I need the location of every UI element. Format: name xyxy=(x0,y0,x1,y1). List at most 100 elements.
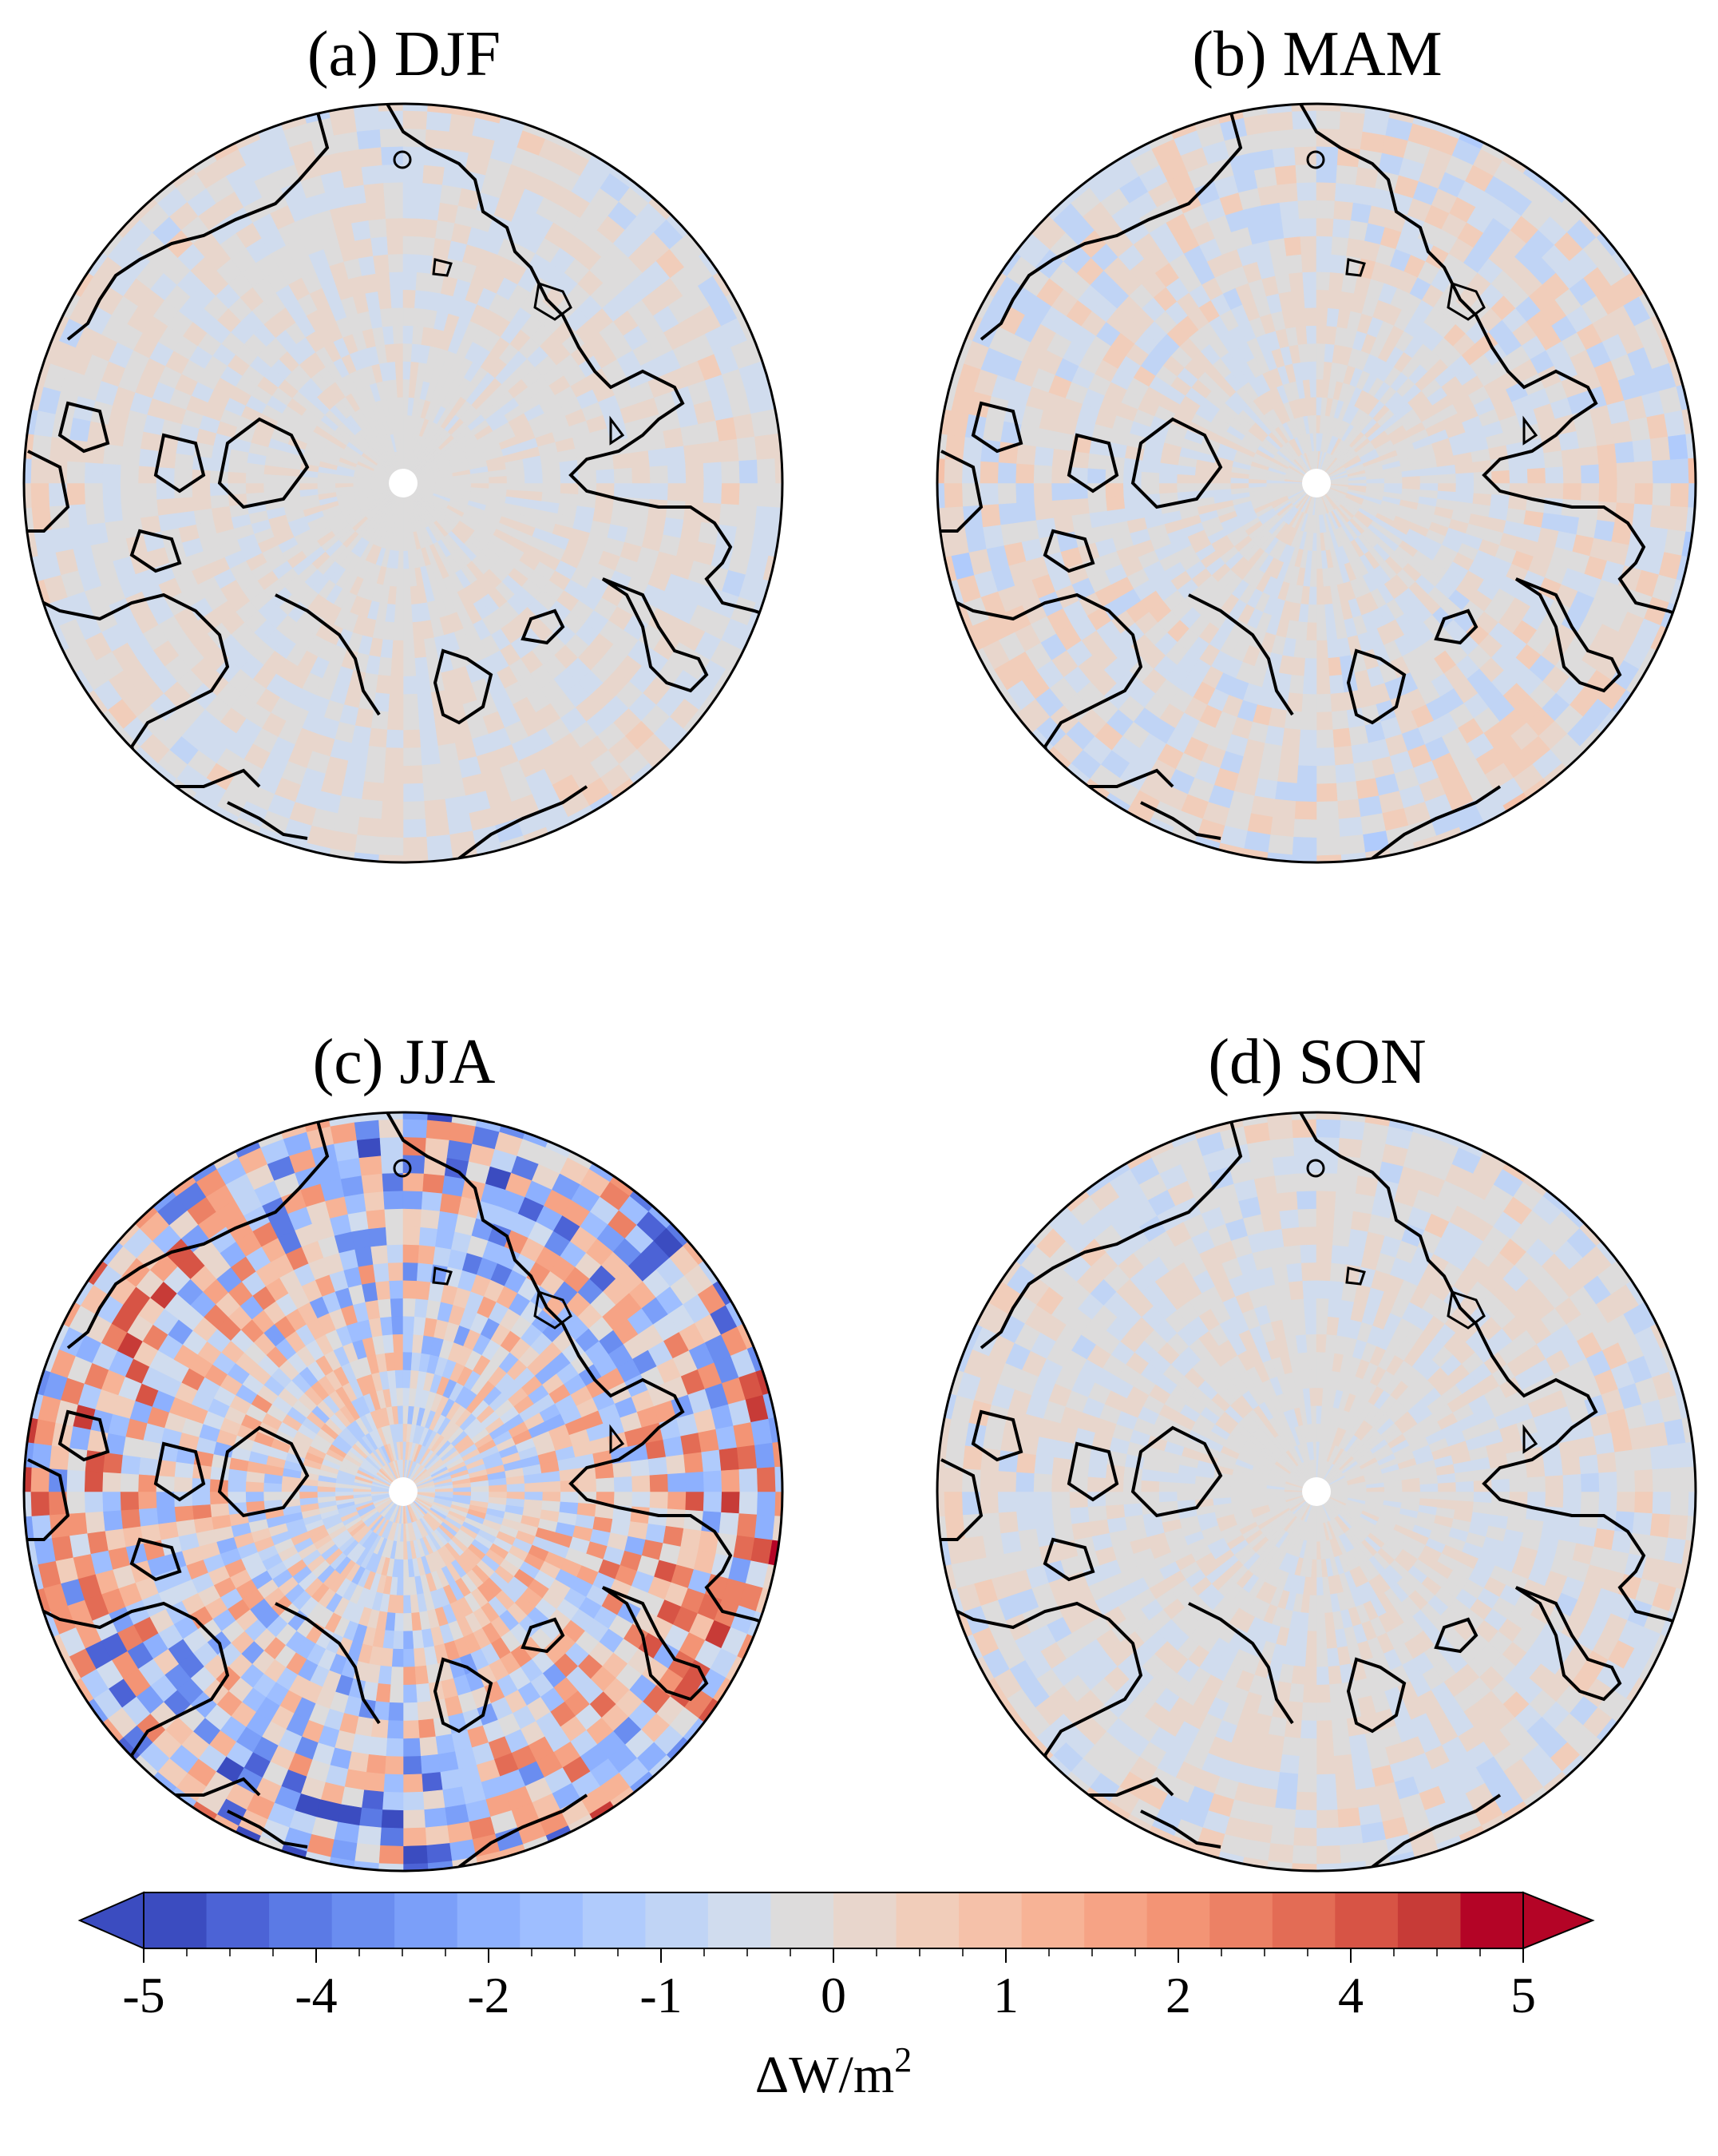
anomaly-cell xyxy=(1581,464,1600,484)
anomaly-cell xyxy=(1384,477,1403,484)
anomaly-cell xyxy=(390,658,404,677)
anomaly-cell xyxy=(1634,461,1654,484)
anomaly-cell xyxy=(1316,325,1328,344)
anomaly-cell xyxy=(137,482,157,501)
anomaly-cell xyxy=(1308,361,1317,380)
anomaly-cell xyxy=(721,482,741,505)
anomaly-cell xyxy=(1554,776,1586,808)
anomaly-cell xyxy=(1316,271,1331,291)
anomaly-cell xyxy=(937,431,948,459)
anomaly-cell xyxy=(1140,471,1160,484)
anomaly-cell xyxy=(1685,584,1696,615)
anomaly-cell xyxy=(396,1387,404,1406)
anomaly-cell xyxy=(113,175,146,208)
anomaly-cell xyxy=(1316,550,1323,570)
anomaly-cell xyxy=(1558,430,1580,451)
anomaly-cell xyxy=(736,436,758,462)
anomaly-cell xyxy=(246,104,279,123)
anomaly-cell xyxy=(524,482,544,493)
anomaly-cell xyxy=(790,430,811,458)
anomaly-cell xyxy=(1035,517,1057,539)
panel-title-mam: (b) MAM xyxy=(1192,19,1443,89)
anomaly-cell xyxy=(402,200,422,219)
anomaly-cell xyxy=(1135,833,1168,862)
anomaly-cell xyxy=(1291,289,1305,310)
pole-marker xyxy=(1302,469,1331,497)
anomaly-cell xyxy=(351,852,379,862)
anomaly-cell xyxy=(378,289,392,310)
anomaly-cell xyxy=(1333,200,1354,221)
anomaly-cell xyxy=(402,837,428,856)
anomaly-cell xyxy=(361,781,384,802)
anomaly-cell xyxy=(402,550,410,570)
anomaly-cell xyxy=(1008,193,1041,226)
anomaly-cell xyxy=(1649,505,1671,530)
anomaly-cell xyxy=(1305,325,1317,344)
anomaly-cell xyxy=(138,448,159,468)
anomaly-cell xyxy=(738,482,758,507)
anomaly-cell xyxy=(78,720,110,753)
anomaly-cell xyxy=(24,431,34,459)
map-djf xyxy=(22,102,811,891)
anomaly-cell xyxy=(1316,640,1328,660)
anomaly-cell xyxy=(385,729,404,749)
anomaly-cell xyxy=(542,1491,561,1503)
anomaly-cell xyxy=(1331,710,1349,731)
anomaly-cell xyxy=(1316,253,1332,273)
anomaly-cell xyxy=(1071,513,1092,532)
anomaly-cell xyxy=(524,474,544,484)
anomaly-cell xyxy=(426,110,453,132)
anomaly-cell xyxy=(1290,74,1316,93)
anomaly-cell xyxy=(780,559,782,589)
anomaly-cell xyxy=(30,458,50,484)
anomaly-cell xyxy=(271,104,303,114)
anomaly-cell xyxy=(366,745,386,767)
anomaly-cell xyxy=(391,640,404,660)
anomaly-cell xyxy=(350,870,378,891)
anomaly-cell xyxy=(1087,496,1107,513)
anomaly-cell xyxy=(1015,482,1035,503)
anomaly-cell xyxy=(24,326,43,359)
anomaly-cell xyxy=(1351,743,1372,764)
anomaly-cell xyxy=(1292,818,1317,838)
anomaly-cell xyxy=(727,256,758,288)
anomaly-cell xyxy=(1338,816,1364,838)
anomaly-cell xyxy=(402,604,413,624)
anomaly-cell xyxy=(156,497,176,516)
anomaly-cell xyxy=(1419,474,1439,484)
anomaly-cell xyxy=(712,700,743,732)
anomaly-cell xyxy=(316,482,336,489)
anomaly-cell xyxy=(1296,181,1317,201)
anomaly-cell xyxy=(631,466,651,484)
anomaly-cell xyxy=(1015,501,1036,523)
anomaly-cell xyxy=(351,104,379,114)
anomaly-cell xyxy=(1340,852,1368,862)
anomaly-cell xyxy=(402,104,430,112)
anomaly-cell xyxy=(421,763,443,784)
anomaly-cell xyxy=(1269,129,1295,150)
anomaly-cell xyxy=(420,200,441,221)
anomaly-cell xyxy=(102,501,123,523)
anomaly-cell xyxy=(192,495,212,511)
anomaly-cell xyxy=(1316,604,1326,624)
anomaly-cell xyxy=(402,818,427,838)
anomaly-cell xyxy=(402,729,422,749)
anomaly-cell xyxy=(1304,640,1317,660)
anomaly-cell xyxy=(1316,765,1336,785)
anomaly-cell xyxy=(1051,498,1072,518)
anomaly-cell xyxy=(1297,200,1317,219)
anomaly-cell xyxy=(402,586,412,605)
anomaly-cell xyxy=(763,326,782,359)
anomaly-cell xyxy=(402,569,410,588)
anomaly-cell xyxy=(667,464,687,484)
anomaly-cell xyxy=(1292,128,1317,148)
anomaly-cell xyxy=(937,377,940,407)
anomaly-cell xyxy=(1392,860,1423,862)
anomaly-cell xyxy=(138,498,159,518)
anomaly-cell xyxy=(701,441,722,464)
anomaly-cell xyxy=(1087,453,1107,470)
anomaly-cell xyxy=(1135,105,1168,133)
anomaly-cell xyxy=(1257,184,1281,206)
anomaly-cell xyxy=(1704,509,1718,537)
